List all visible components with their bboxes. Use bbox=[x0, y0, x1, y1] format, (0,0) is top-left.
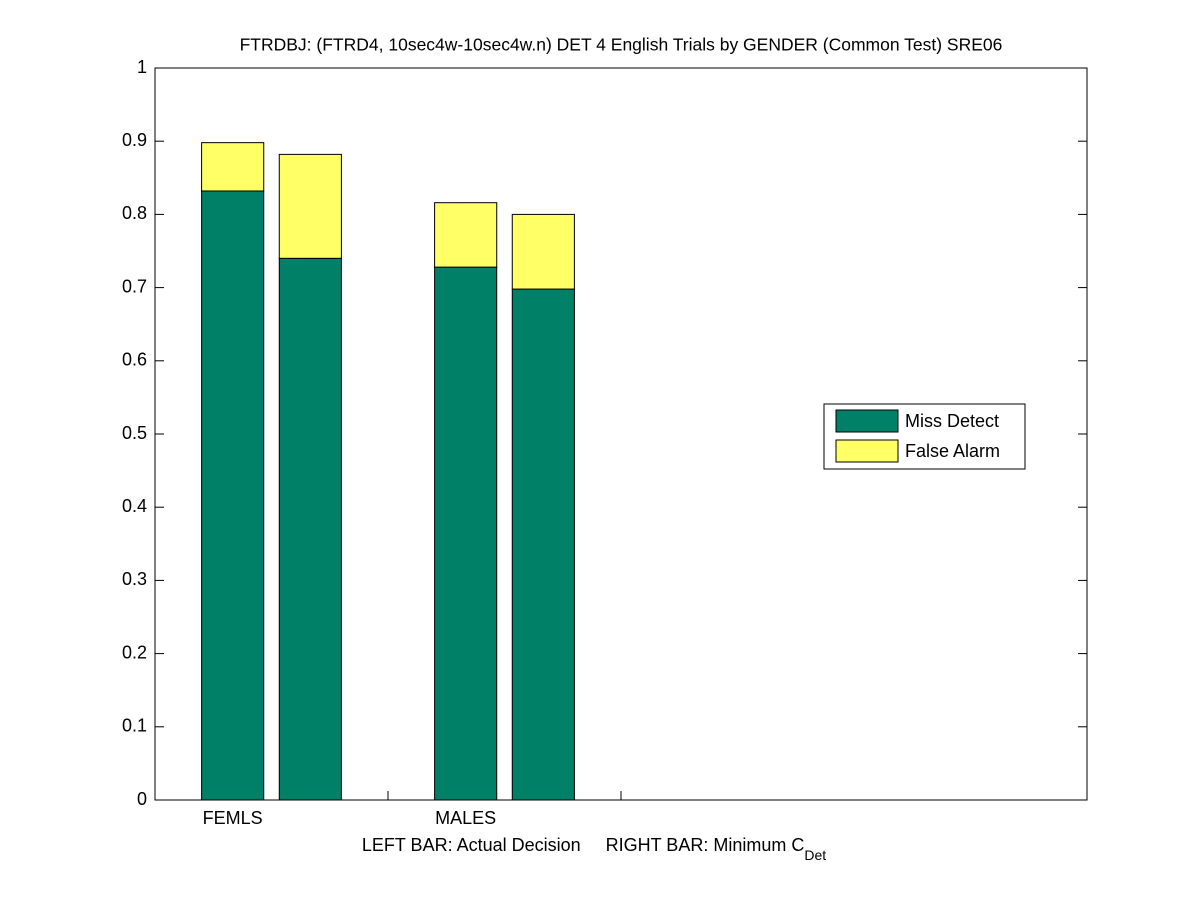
bar-segment bbox=[434, 266, 498, 801]
y-tick-label: 0.5 bbox=[122, 423, 147, 443]
legend-label: Miss Detect bbox=[905, 411, 999, 431]
y-tick-label: 0.7 bbox=[122, 276, 147, 296]
bar-segment bbox=[511, 288, 575, 801]
y-tick-label: 0.9 bbox=[122, 130, 147, 150]
bar-segment bbox=[278, 257, 342, 801]
legend-swatch bbox=[835, 439, 899, 463]
bar-segment bbox=[201, 142, 265, 192]
chart-title: FTRDBJ: (FTRD4, 10sec4w-10sec4w.n) DET 4… bbox=[240, 35, 1003, 55]
x-axis-label: LEFT BAR: Actual Decision RIGHT BAR: Min… bbox=[362, 835, 826, 863]
bar-segment bbox=[511, 213, 575, 290]
x-tick-label: FEMLS bbox=[203, 808, 263, 828]
x-axis-label-main: LEFT BAR: Actual Decision RIGHT BAR: Min… bbox=[362, 835, 804, 855]
bar-segment bbox=[201, 190, 265, 801]
legend-swatch bbox=[835, 409, 899, 433]
y-tick-label: 0.8 bbox=[122, 203, 147, 223]
y-tick-label: 0.6 bbox=[122, 350, 147, 370]
y-tick-label: 1 bbox=[137, 57, 147, 77]
y-tick-label: 0.3 bbox=[122, 569, 147, 589]
legend-label: False Alarm bbox=[905, 441, 1000, 461]
y-tick-label: 0 bbox=[137, 789, 147, 809]
y-tick-label: 0.1 bbox=[122, 716, 147, 736]
y-tick-label: 0.2 bbox=[122, 642, 147, 662]
x-tick-label: MALES bbox=[435, 808, 496, 828]
bar-segment bbox=[278, 153, 342, 259]
y-tick-label: 0.4 bbox=[122, 496, 147, 516]
x-axis-label-sub: Det bbox=[804, 847, 826, 863]
bar-segment bbox=[434, 202, 498, 268]
